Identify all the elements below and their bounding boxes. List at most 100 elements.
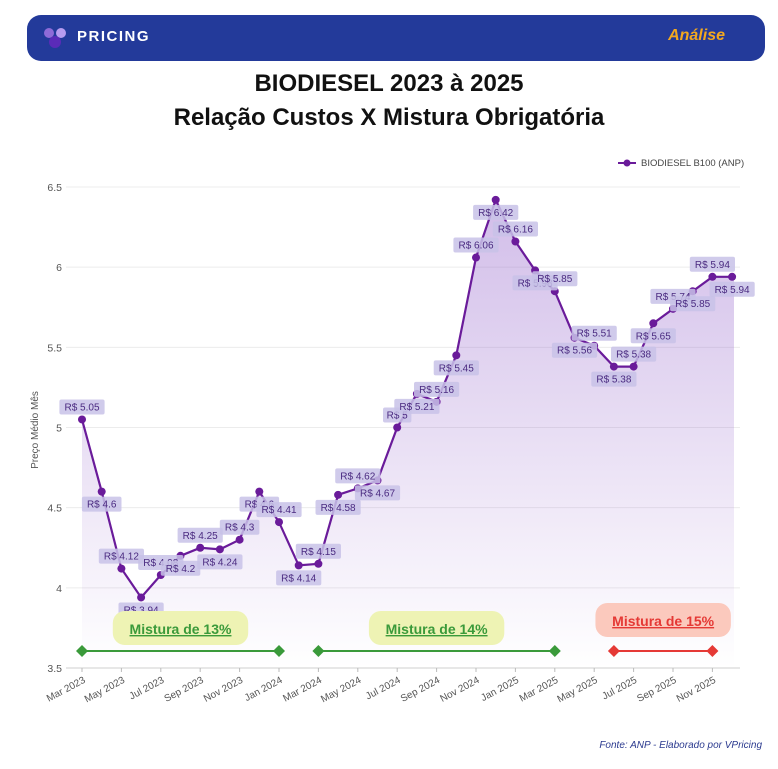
legend-entry: BIODIESEL B100 (ANP) — [641, 158, 744, 169]
data-label-bg — [689, 256, 735, 272]
mixture-label-box — [595, 603, 731, 637]
x-tick-label: May 2025 — [556, 675, 600, 706]
x-tick-label: Nov 2025 — [675, 675, 718, 705]
data-label-text: R$ 3.94 — [124, 605, 159, 616]
x-tick-label: Jul 2025 — [600, 675, 639, 703]
data-point — [334, 490, 343, 499]
data-label: R$ 5.94 — [709, 281, 755, 297]
data-label-bg — [59, 399, 105, 415]
mixture-label-box — [368, 611, 505, 645]
vpricing-logo-icon — [44, 28, 66, 48]
data-label-bg — [551, 342, 598, 358]
data-label: R$ 4.58 — [315, 499, 361, 515]
data-point — [452, 351, 461, 360]
x-tick-label: May 2023 — [83, 675, 127, 706]
mixture-label: Mistura de 14% — [386, 621, 488, 637]
data-point — [314, 559, 323, 568]
data-label: R$ 5.05 — [59, 399, 105, 415]
data-label-bg — [219, 519, 260, 535]
data-label-text: R$ 4.14 — [281, 573, 316, 584]
y-axis-label: Preço Médio Mês — [30, 391, 41, 469]
data-label: R$ 4.67 — [354, 485, 401, 501]
data-labels: R$ 5.05R$ 4.6R$ 4.12R$ 3.94R$ 4.08R$ 4.2… — [59, 204, 755, 618]
data-label-text: R$ 5.38 — [616, 350, 651, 361]
mixture-annotations: Mistura de 13% Mistura de 14% Mistura de 1… — [76, 603, 731, 657]
data-label-text: R$ 5.16 — [419, 385, 454, 396]
y-tick-label: 5 — [56, 423, 62, 435]
mixture-annotation: Mistura de 15% — [595, 603, 731, 657]
data-label-text: R$ 5 — [387, 411, 409, 422]
mixture-label-box — [112, 611, 249, 645]
mixture-range-marker — [706, 645, 719, 657]
data-label-text: R$ 4.15 — [301, 547, 336, 558]
data-label-bg — [256, 502, 302, 518]
x-tick-label: Jul 2023 — [128, 675, 167, 703]
section-tag: Análise — [668, 27, 725, 44]
data-label: R$ 6.42 — [473, 204, 519, 220]
data-label-bg — [81, 496, 122, 512]
data-label-text: R$ 5.56 — [557, 346, 592, 357]
mixture-annotation: Mistura de 14% — [312, 611, 561, 657]
data-label-bg — [492, 221, 538, 237]
data-point — [649, 319, 658, 328]
data-label: R$ 5.65 — [630, 328, 676, 344]
data-point — [609, 362, 618, 371]
x-tick-label: Jul 2024 — [364, 675, 403, 703]
data-label-bg — [354, 485, 401, 501]
data-label: R$ 4.15 — [295, 543, 341, 559]
data-label-text: R$ 4.41 — [261, 505, 296, 516]
data-label: R$ 4.12 — [98, 548, 144, 564]
data-label: R$ 4.62 — [335, 468, 381, 484]
data-label-bg — [670, 296, 716, 312]
data-point — [235, 535, 244, 544]
data-point — [728, 272, 737, 281]
data-label: R$ 5.45 — [433, 360, 479, 376]
data-point — [117, 564, 126, 573]
x-tick-label: Sep 2023 — [163, 675, 206, 705]
data-label: R$ 6.16 — [492, 221, 538, 237]
data-label-bg — [571, 325, 617, 341]
data-label-text: R$ 5.94 — [695, 260, 730, 271]
data-label-text: R$ 4.3 — [225, 523, 255, 534]
mixture-range-marker — [273, 645, 285, 657]
x-tick-label: Nov 2024 — [438, 675, 481, 705]
data-label-text: R$ 4.6 — [87, 500, 117, 511]
data-label-text: R$ 5.38 — [596, 375, 631, 386]
chart-subtitle: Relação Custos X Mistura Obrigatória — [173, 104, 605, 131]
data-label: R$ 4.14 — [276, 570, 322, 586]
data-label-bg — [611, 346, 657, 362]
data-label: R$ 4.3 — [219, 519, 260, 535]
data-label: R$ 5.56 — [551, 342, 598, 358]
data-point — [196, 543, 205, 552]
data-label: R$ 4.2 — [160, 560, 201, 576]
data-label-text: R$ 5.94 — [715, 285, 750, 296]
data-label-text: R$ 4.62 — [340, 471, 375, 482]
mixture-range-marker — [548, 645, 561, 657]
data-label-bg — [160, 560, 201, 576]
data-label-bg — [630, 328, 676, 344]
y-tick-label: 4 — [56, 583, 62, 595]
mixture-annotation: Mistura de 13% — [76, 611, 285, 657]
data-point — [294, 561, 303, 570]
mixture-label: Mistura de 15% — [612, 613, 714, 629]
data-label-text: R$ 5.85 — [537, 274, 572, 285]
data-point — [491, 195, 500, 204]
data-label-bg — [709, 281, 755, 297]
data-label-bg — [414, 381, 460, 397]
mixture-range-marker — [76, 645, 88, 657]
data-point — [629, 362, 638, 371]
data-label-text: R$ 4.2 — [166, 564, 196, 575]
brand-name: PRICING — [77, 28, 151, 45]
legend: BIODIESEL B100 (ANP) — [618, 158, 744, 169]
x-tick-label: May 2024 — [319, 675, 363, 706]
y-axis: 3.5 4 4.5 5 5.5 6 6.5 — [47, 182, 62, 675]
data-label: R$ 4.24 — [197, 554, 243, 570]
data-label-text: R$ 5.05 — [64, 402, 99, 413]
data-label: R$ 5.85 — [670, 296, 716, 312]
data-label-text: R$ 5.51 — [577, 329, 612, 340]
legend-marker — [623, 159, 631, 167]
data-label-bg — [276, 570, 322, 586]
x-tick-label: Mar 2023 — [45, 675, 88, 705]
data-label: R$ 6.06 — [453, 237, 499, 253]
series-area — [82, 199, 734, 669]
